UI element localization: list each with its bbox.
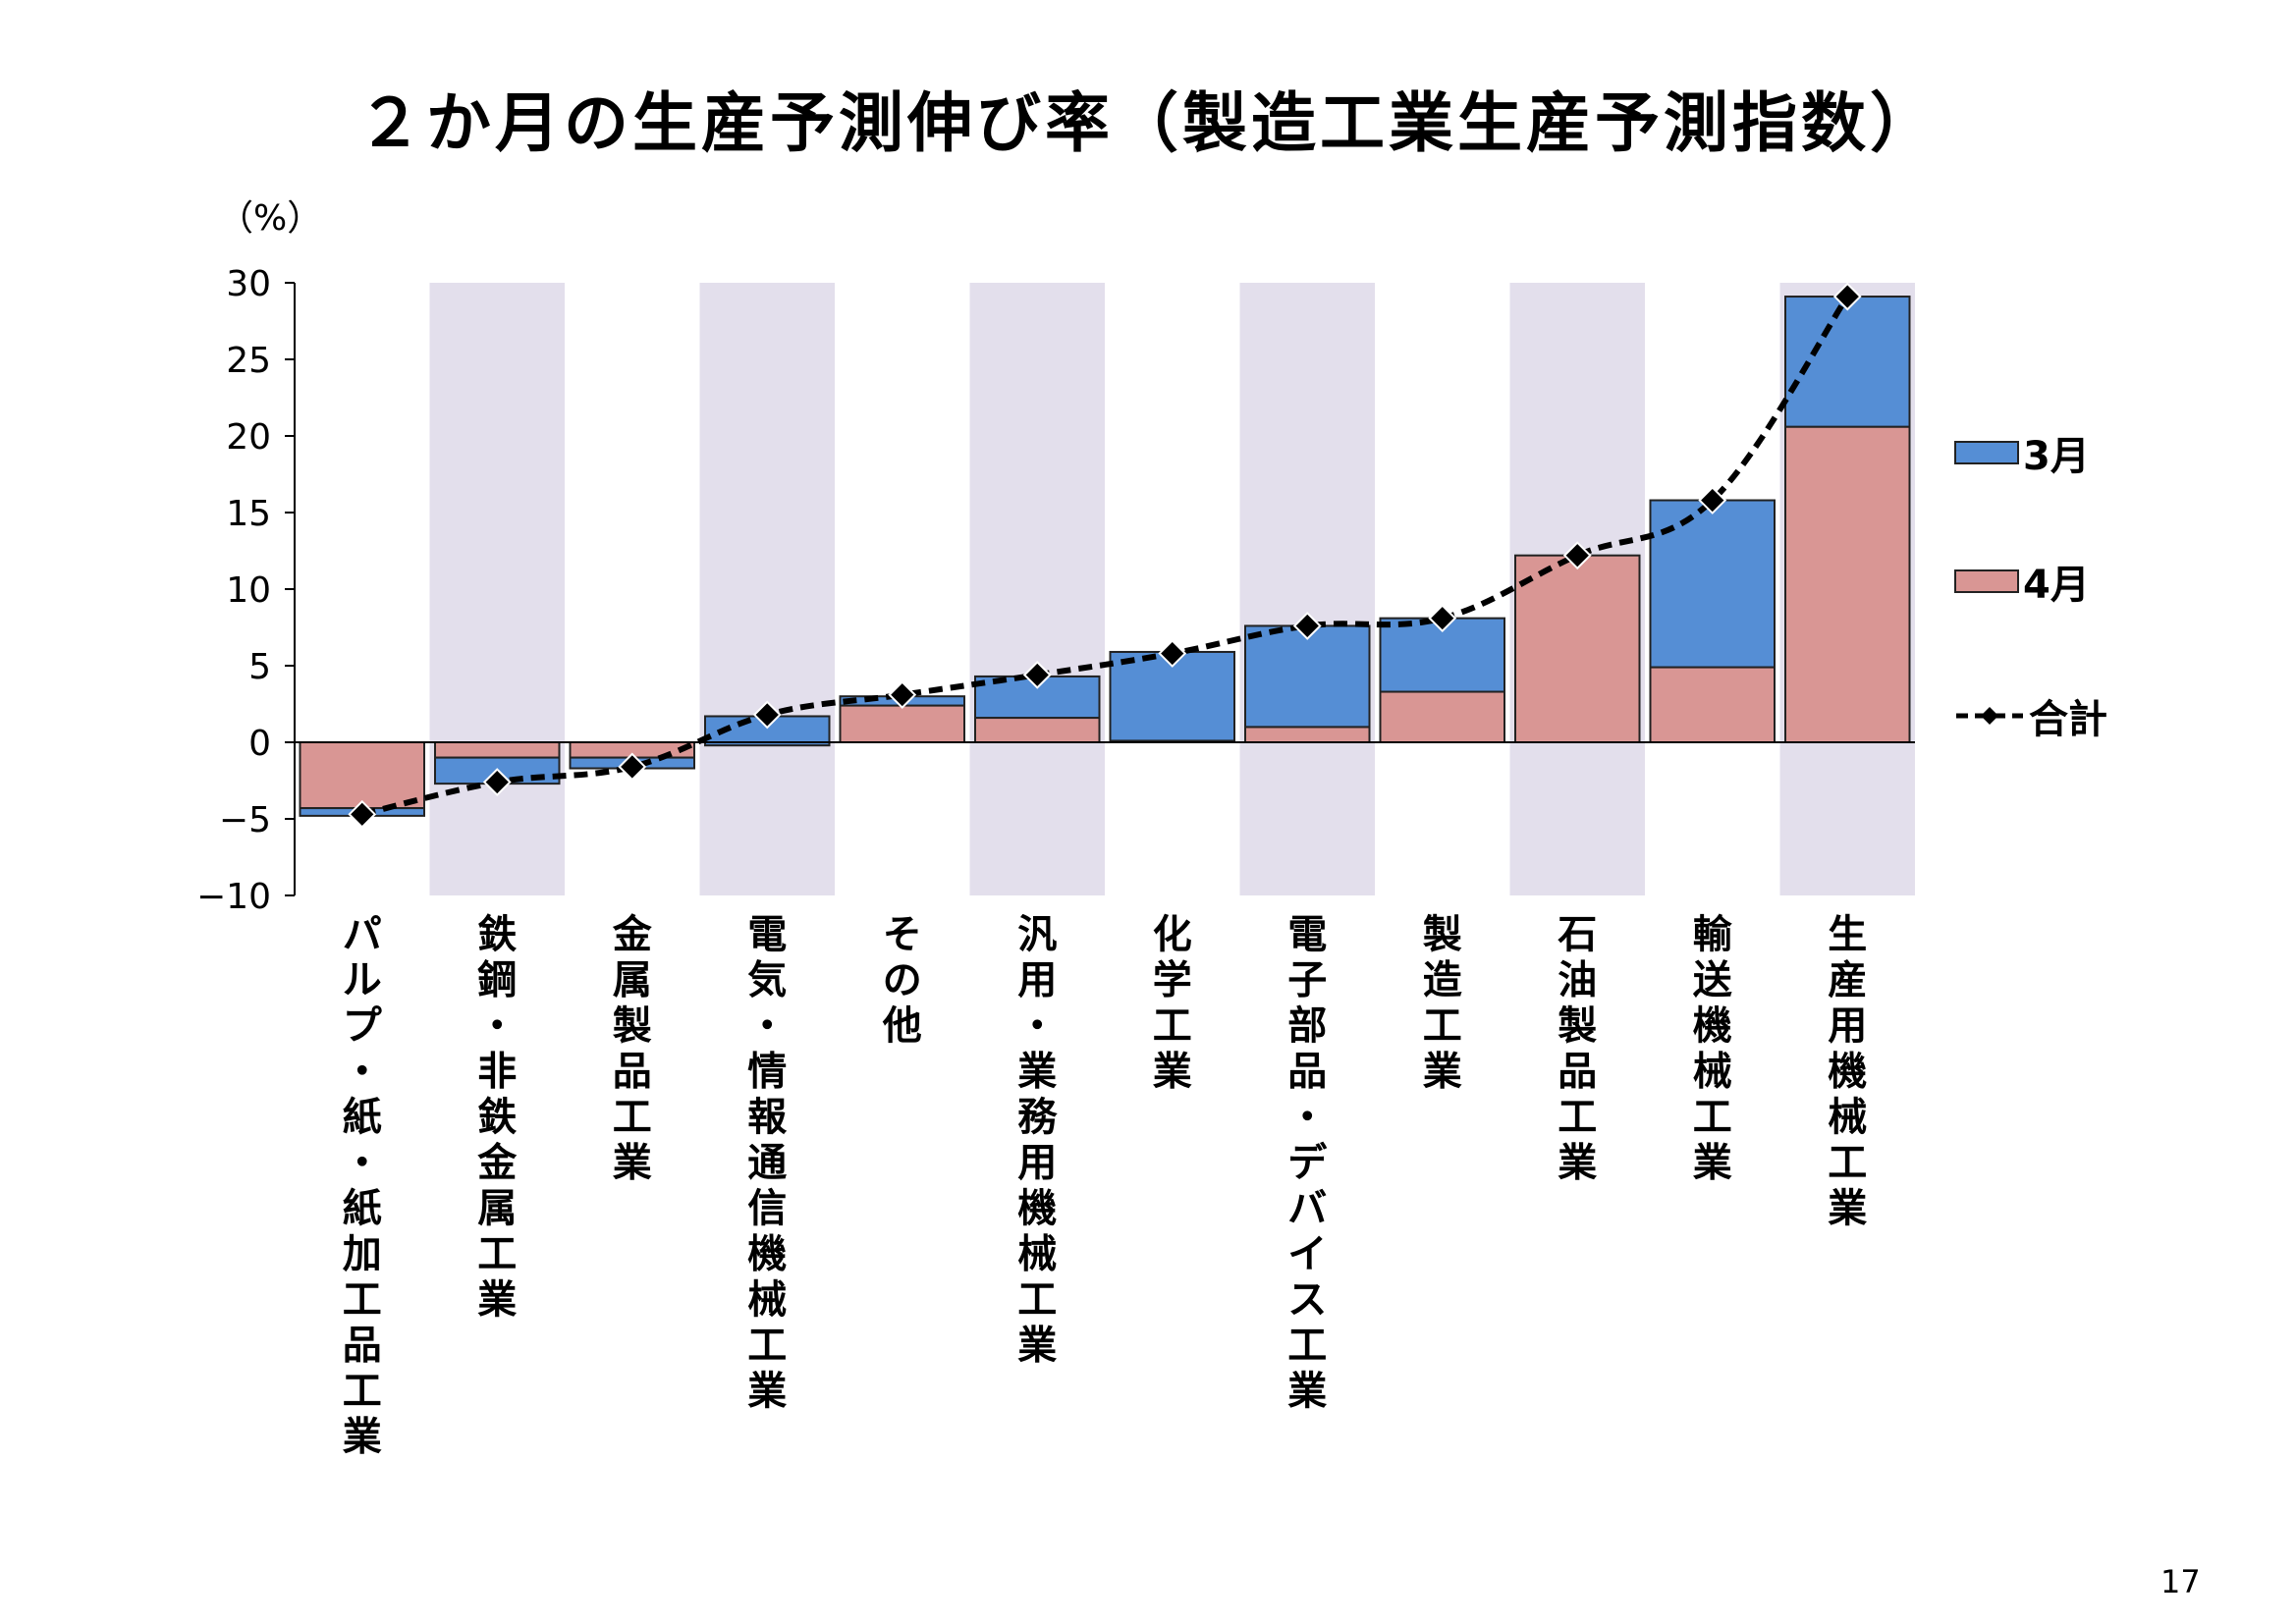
bar-march bbox=[1244, 624, 1371, 729]
x-category-label: 汎用・業務用機械工業 bbox=[1017, 912, 1058, 1369]
x-category-label: 石油製品工業 bbox=[1558, 912, 1597, 1186]
x-category-label: その他 bbox=[882, 912, 922, 1049]
legend-swatch-april bbox=[1954, 569, 2019, 593]
bar-april bbox=[1244, 726, 1371, 744]
bar-march bbox=[1784, 296, 1911, 428]
total-point bbox=[752, 700, 782, 730]
total-point bbox=[1022, 660, 1052, 689]
legend-label-april: 4月 bbox=[2023, 563, 2090, 608]
total-point bbox=[348, 799, 377, 829]
y-tick-label: 0 bbox=[248, 724, 271, 764]
total-point bbox=[1562, 541, 1592, 570]
background-band bbox=[699, 283, 835, 895]
y-tick-label: 25 bbox=[226, 341, 271, 381]
x-category-label: 電子部品・デバイス工業 bbox=[1287, 912, 1327, 1414]
total-point bbox=[1698, 486, 1727, 514]
legend-item-april: 4月 bbox=[1954, 553, 2090, 610]
y-tick-label: −10 bbox=[196, 877, 271, 917]
legend-item-march: 3月 bbox=[1954, 424, 2090, 481]
bar-april bbox=[974, 717, 1101, 743]
x-category-label: パルプ・紙・紙加工品工業 bbox=[343, 912, 382, 1460]
total-point bbox=[1428, 604, 1457, 633]
chart-title: ２か月の生産予測伸び率（製造工業生産予測指数） bbox=[357, 85, 1939, 161]
background-band bbox=[429, 283, 565, 895]
x-category-label: 生産用機械工業 bbox=[1828, 912, 1867, 1231]
y-tick-label: 5 bbox=[248, 647, 271, 687]
bar-april bbox=[1649, 666, 1776, 743]
x-category-label: 化学工業 bbox=[1153, 912, 1192, 1095]
total-point bbox=[618, 752, 647, 782]
total-point bbox=[1158, 639, 1187, 668]
legend-item-total: 合計 bbox=[1954, 687, 2107, 744]
total-point bbox=[888, 680, 917, 710]
bar-april bbox=[434, 741, 561, 759]
x-category-label: 金属製品工業 bbox=[612, 912, 653, 1186]
bar-april bbox=[1514, 554, 1641, 743]
x-category-label: 電気・情報通信機械工業 bbox=[747, 912, 787, 1414]
page-number: 17 bbox=[2160, 1563, 2201, 1600]
total-point bbox=[1832, 282, 1862, 311]
bar-april bbox=[839, 704, 965, 743]
x-category-label: 鉄鋼・非鉄金属工業 bbox=[476, 912, 518, 1323]
legend-swatch-march bbox=[1954, 441, 2019, 464]
background-band bbox=[1239, 283, 1375, 895]
bar-march bbox=[1649, 499, 1776, 669]
bar-april bbox=[1784, 425, 1911, 743]
total-point bbox=[482, 768, 512, 796]
background-band bbox=[969, 283, 1105, 895]
bar-april bbox=[1379, 690, 1505, 744]
y-tick-label: 20 bbox=[226, 417, 271, 458]
total-point bbox=[1292, 612, 1322, 640]
legend-line-total bbox=[1956, 707, 2023, 725]
y-tick-label: 30 bbox=[226, 264, 271, 304]
legend-label-total: 合計 bbox=[2029, 697, 2107, 742]
x-category-label: 輸送機械工業 bbox=[1693, 912, 1733, 1186]
x-category-label: 製造工業 bbox=[1423, 912, 1462, 1095]
bar-april bbox=[299, 741, 425, 810]
y-axis-unit-label: （%） bbox=[218, 198, 323, 239]
y-tick-label: 15 bbox=[226, 494, 271, 534]
y-tick-label: −5 bbox=[219, 800, 271, 840]
legend-label-march: 3月 bbox=[2023, 434, 2090, 479]
y-tick-label: 10 bbox=[226, 570, 271, 611]
